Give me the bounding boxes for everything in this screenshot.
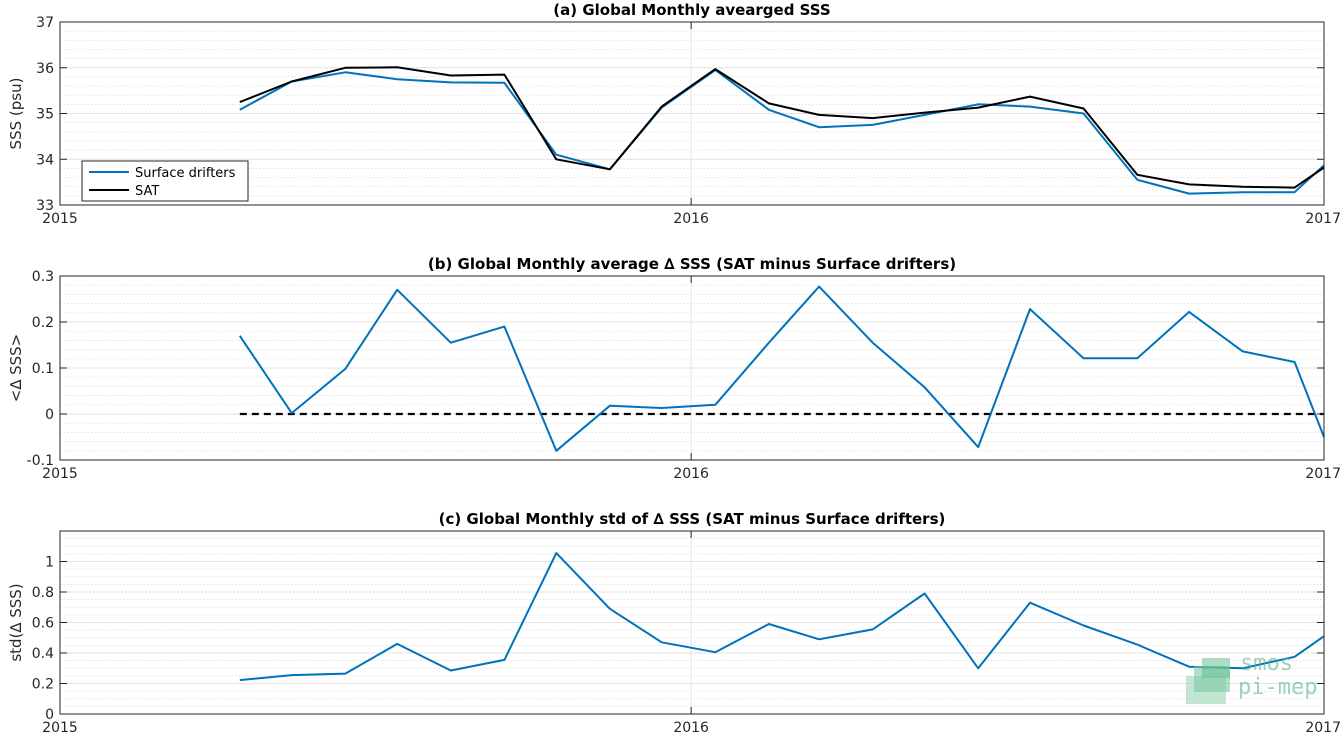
panel-title: (b) Global Monthly average ∆ SSS (SAT mi…: [428, 255, 956, 273]
x-tick-label: 2016: [673, 211, 709, 227]
x-tick-label: 2017: [1305, 720, 1341, 736]
y-tick-label: 37: [36, 15, 54, 31]
y-tick-label: 0: [45, 407, 54, 423]
y-tick-label: 0.2: [32, 677, 54, 693]
panel-c-global-monthly-std-delta-sss: 0 0.2 0.4 0.6 0.8 1 2015 2016 2017 (c) Global Mon…: [7, 510, 1341, 736]
y-tick-label: 0.2: [32, 315, 54, 331]
legend: Surface drifters SAT: [81, 160, 249, 202]
legend-box: [81, 160, 249, 202]
series-line-0: [239, 69, 1325, 195]
series-line-0: [238, 285, 1325, 452]
legend-label-0: Surface drifters: [135, 166, 236, 181]
y-tick-label: 0: [45, 707, 54, 723]
panel-title: (a) Global Monthly avearged SSS: [553, 1, 830, 19]
panel-b-global-monthly-average-delta-sss: -0.1 0 0.1 0.2 0.3 2015 2016 2017 (b) Global Mon…: [7, 255, 1341, 482]
panel-title: (c) Global Monthly std of ∆ SSS (SAT min…: [439, 510, 946, 528]
logo-text-smos: smos: [1240, 651, 1293, 676]
logo-text-pi-mep: pi-mep: [1238, 675, 1317, 700]
y-axis-label: std(∆ SSS): [7, 583, 25, 661]
y-tick-label: 1: [45, 555, 54, 571]
y-axis-label: <∆ SSS>: [7, 334, 25, 403]
y-tick-label: 0.3: [32, 269, 54, 285]
series-line-0: [239, 552, 1325, 682]
y-tick-label: 0.1: [32, 361, 54, 377]
x-tick-label: 2016: [673, 466, 709, 482]
smos-pi-mep-logo: smos pi-mep: [1186, 651, 1317, 704]
panel-a-global-monthly-averaged-sss: 33 34 35 36 37 2015 2016 2017 (a) Global Monthly…: [7, 1, 1341, 227]
y-axis-label: SSS (psu): [7, 78, 25, 150]
legend-label-1: SAT: [135, 184, 159, 199]
logo-cube-icon: [1186, 658, 1230, 704]
x-tick-label: 2015: [42, 466, 78, 482]
x-tick-label: 2015: [42, 211, 78, 227]
x-tick-label: 2016: [673, 720, 709, 736]
y-tick-label: 33: [36, 198, 54, 214]
y-tick-label: 34: [36, 152, 54, 168]
x-tick-label: 2015: [42, 720, 78, 736]
series-line-1: [239, 66, 1325, 189]
x-tick-label: 2017: [1305, 466, 1341, 482]
y-tick-label: 0.4: [32, 646, 54, 662]
y-tick-label: 35: [36, 107, 54, 123]
y-tick-label: -0.1: [27, 453, 54, 469]
y-tick-label: 36: [36, 61, 54, 77]
y-tick-label: 0.6: [32, 616, 54, 632]
x-tick-label: 2017: [1305, 211, 1341, 227]
y-tick-label: 0.8: [32, 585, 54, 601]
